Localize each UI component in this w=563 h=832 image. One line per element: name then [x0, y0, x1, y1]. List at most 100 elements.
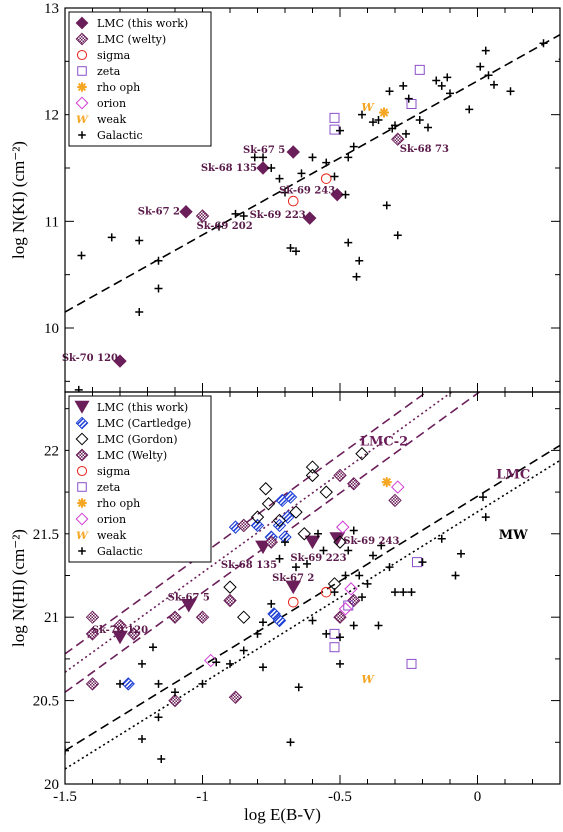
- point-lmc-gordon-11: [333, 535, 347, 549]
- point-lmc-welty-5: [127, 627, 141, 641]
- point-galactic-44: [443, 73, 452, 82]
- legend-marker-orion: [75, 512, 89, 526]
- legend-marker-lmc-gordon: [75, 432, 89, 446]
- point-lmc-gordon-3: [259, 482, 273, 496]
- point-galactic-32: [344, 546, 353, 555]
- point-zeta-3: [406, 99, 417, 109]
- point-galactic-5: [154, 679, 163, 688]
- region-label-lmc-2: LMC-2: [360, 434, 408, 449]
- y-tick-label-3: 12: [44, 108, 59, 124]
- fit-line-1: [65, 33, 560, 313]
- point-lmc-welty-14: [333, 468, 347, 483]
- legend-label-galactic: Galactic: [97, 129, 143, 142]
- point-lmc-welty-2: [85, 627, 100, 641]
- point-lmc-welty-13: [264, 535, 278, 549]
- point-galactic-43: [418, 558, 427, 567]
- point-galactic-41: [399, 588, 408, 597]
- y-tick-label-5: 22: [44, 443, 59, 459]
- x-tick-label-3: -0.5: [328, 789, 352, 805]
- point-lmc-gordon-13: [223, 580, 237, 594]
- point-galactic-47: [479, 493, 487, 502]
- point-galactic-32: [382, 201, 391, 210]
- point-galactic-40: [415, 116, 424, 124]
- bottom-panel-hI: W Sk-70 120 Sk-67 5 Sk-68 135 Sk-67 2 Sk-69 2…: [9, 391, 561, 824]
- point-zeta-2: [329, 112, 340, 123]
- point-orion-4: [336, 520, 350, 534]
- point-galactic-13: [267, 164, 276, 172]
- point-lmc-this-work-3: [255, 540, 271, 555]
- point-lmc-welty-15: [347, 477, 361, 491]
- point-lmc-cartledge-11: [267, 607, 281, 621]
- point-galactic-6: [154, 713, 163, 722]
- fit-line-2: [65, 392, 454, 673]
- point-galactic-13: [239, 646, 248, 655]
- point-lmc-gordon-7: [297, 527, 311, 541]
- legend-marker-rho-oph: [77, 82, 87, 92]
- point-galactic-38: [402, 129, 410, 138]
- point-label-sk-69-223: Sk-69 223: [290, 553, 346, 564]
- legend-label-galactic: Galactic: [97, 545, 143, 558]
- point-galactic-24: [344, 153, 353, 162]
- point-galactic-50: [490, 80, 498, 89]
- legend-marker-galactic: [78, 547, 86, 555]
- point-galactic-28: [330, 588, 339, 597]
- point-lmc-welty-4: [113, 618, 127, 633]
- point-galactic-28: [355, 256, 364, 265]
- point-galactic-19: [281, 538, 289, 547]
- point-galactic-45: [446, 89, 454, 98]
- legend-label-orion: orion: [97, 97, 126, 110]
- point-lmc-gordon-2: [250, 510, 265, 524]
- point-galactic-35: [363, 579, 372, 588]
- point-lmc-this-work-4: [286, 145, 300, 159]
- point-galactic-41: [424, 123, 432, 132]
- point-label-sk-69-243: Sk-69 243: [343, 536, 399, 547]
- point-galactic-17: [267, 599, 276, 608]
- point-rho-oph-1: [379, 107, 389, 118]
- point-galactic-6: [154, 256, 163, 265]
- point-label-sk-67-2: Sk-67 2: [272, 573, 314, 584]
- point-galactic-39: [404, 94, 413, 103]
- point-galactic-49: [484, 71, 493, 80]
- point-galactic-39: [385, 563, 394, 572]
- point-galactic-25: [344, 238, 353, 247]
- point-galactic-14: [253, 629, 262, 638]
- legend-label-zeta: zeta: [97, 481, 121, 494]
- legend-label-lmc-gordon: LMC (Gordon): [97, 433, 177, 446]
- legend: LMC (this work) LMC (welty) sigma zeta rho o…: [68, 11, 212, 147]
- legend-marker-lmc-this-work: [75, 16, 89, 30]
- point-galactic-53: [558, 58, 560, 60]
- point-lmc-this-work-5: [304, 535, 321, 550]
- point-galactic-47: [476, 62, 485, 71]
- point-label-sk-70-120: Sk-70 120: [92, 625, 148, 636]
- data-points: W: [65, 447, 490, 763]
- point-galactic-11: [250, 153, 259, 162]
- point-lmc-cartledge-5: [272, 518, 287, 533]
- point-galactic-1: [65, 746, 69, 755]
- point-galactic-20: [286, 738, 295, 747]
- x-tick-label-4: 0: [474, 789, 482, 805]
- point-galactic-11: [212, 658, 221, 667]
- point-zeta-1: [329, 124, 340, 135]
- legend-label-sigma: sigma: [97, 49, 131, 62]
- point-lmc-gordon-8: [305, 468, 320, 483]
- point-galactic-38: [377, 541, 386, 550]
- fit-line-4: [65, 444, 560, 752]
- point-galactic-18: [297, 169, 306, 178]
- point-lmc-this-work-1: [113, 354, 127, 368]
- y-axis-label: log N(KI) (cm⁻²): [9, 141, 28, 259]
- region-label-mw: MW: [499, 528, 528, 543]
- point-zeta-1: [329, 642, 340, 653]
- legend-marker-zeta: [77, 482, 87, 492]
- point-lmc-gordon-10: [319, 485, 333, 499]
- y-axis-label: log N(HI) (cm⁻²): [9, 529, 28, 647]
- x-tick-label-2: -1: [196, 789, 209, 805]
- region-label-lmc: LMC: [496, 468, 530, 483]
- point-galactic-12: [226, 659, 234, 668]
- point-galactic-43: [437, 81, 446, 90]
- point-lmc-welty-6: [168, 610, 182, 624]
- legend-label-lmc-welty: LMC (Welty): [97, 449, 167, 462]
- point-galactic-48: [481, 46, 490, 55]
- point-galactic-36: [369, 551, 377, 560]
- point-label-sk-68-135: Sk-68 135: [221, 560, 277, 571]
- point-galactic-27: [352, 272, 361, 281]
